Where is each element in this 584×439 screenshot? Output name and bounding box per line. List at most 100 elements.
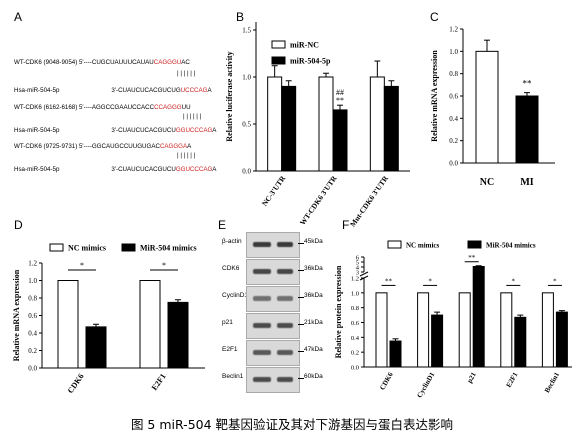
y-tick-label: 1.0: [351, 290, 359, 297]
y-tick-label: 0.6: [28, 312, 37, 320]
x-tick-label: E2F1: [150, 372, 168, 392]
y-tick-label: 1.0: [449, 48, 458, 56]
protein-band: [253, 377, 271, 382]
x-tick-label: MI: [520, 177, 533, 188]
significance-mark: *: [512, 277, 516, 285]
bar: [57, 280, 79, 369]
panel-b-label: B: [236, 10, 245, 24]
significance-mark: *: [80, 261, 84, 270]
panel-a-label: A: [14, 10, 23, 24]
y-tick-label: 0.2: [28, 347, 37, 355]
panel-e-label: E: [218, 218, 227, 232]
protein-band: [253, 350, 271, 355]
legend-swatch: [49, 243, 64, 252]
x-tick-label: NC: [480, 177, 494, 188]
legend-swatch: [387, 240, 402, 249]
x-tick-label: WT-CDK6 3'UTR: [298, 174, 339, 227]
x-tick-label: CDK6: [66, 372, 86, 395]
protein-band: [253, 296, 271, 301]
blot-strip: [246, 232, 300, 258]
bar: [555, 311, 568, 368]
seed-match: UCCCAG: [180, 87, 208, 94]
bar: [458, 292, 471, 368]
seq-text: ----CUGCUAUUUCAUAU: [83, 59, 154, 66]
western-blot-panel: β-actin 45kDa CDK6 36kDa CyclinD1 36kDa p21 21k…: [222, 232, 334, 397]
y-tick-label: 0.6: [449, 93, 458, 101]
protein-band: [277, 296, 293, 301]
seq-label: WT-CDK6 (9725-9731) 5': [14, 143, 84, 150]
protein-label: Beclin1: [222, 373, 244, 380]
blot-row: CyclinD1 36kDa: [222, 286, 334, 312]
y-tick-label: 1.5: [242, 27, 251, 35]
protein-band: [253, 323, 271, 328]
y-tick-label: 0.2: [449, 137, 458, 145]
significance-mark: *: [428, 277, 432, 285]
bar: [139, 280, 161, 369]
y-tick-label: 0.6: [351, 320, 360, 327]
seq-tail: A: [207, 87, 212, 94]
y-tick-label: 0.0: [28, 365, 37, 373]
significance-mark: **: [468, 254, 476, 262]
protein-band: [277, 242, 293, 247]
y-axis-label: Relative luciferase activity: [225, 51, 234, 141]
bar: [417, 292, 430, 368]
seed-match: GGUCCCAG: [175, 166, 213, 173]
protein-label: CyclinD1: [222, 292, 249, 299]
y-tick-label: 1.0: [242, 74, 251, 82]
y-tick-label: 0.5: [242, 121, 251, 129]
seq-text: ----GGCAUGCCUUGUGAC: [83, 143, 160, 150]
protein-band: [277, 377, 293, 382]
molecular-weight-label: 60kDa: [304, 373, 323, 380]
marker-tick: [298, 351, 304, 352]
y-tick-label: 0.8: [28, 295, 37, 303]
seq-label: WT-CDK6 (9048-9054) 5': [14, 59, 84, 66]
blot-strip: [246, 367, 300, 393]
marker-tick: [298, 297, 304, 298]
legend-label: miR-NC: [290, 41, 319, 50]
significance-mark: **: [523, 79, 533, 89]
y-tick-label: 3: [356, 270, 359, 277]
x-tick-label: CyclinD1: [415, 371, 436, 400]
legend-label: miR-504-5p: [290, 57, 331, 66]
blot-strip: [246, 259, 300, 285]
y-tick-label: 0.0: [242, 168, 251, 176]
pair-marks: | | | | | |: [177, 152, 196, 159]
significance-mark: **: [336, 96, 344, 105]
seq-label: Hsa-miR-504-5p: [14, 127, 60, 134]
y-axis-label: Relative mRNA expression: [12, 269, 21, 361]
y-tick-label: 0.4: [449, 115, 458, 123]
y-tick-label: 0.4: [28, 330, 37, 338]
panel-f-label: F: [342, 218, 350, 232]
marker-tick: [298, 270, 304, 271]
bar: [431, 314, 444, 368]
significance-mark: ##: [336, 88, 344, 97]
molecular-weight-label: 21kDa: [304, 319, 323, 326]
protein-band: [277, 269, 293, 274]
seq-text: ----AGGCCGAAUCCACC: [83, 104, 155, 111]
seq-row: Hsa-miR-504-5p 3'-CUAUCUCACGUCUGUCCCAGA: [14, 87, 212, 94]
bar: [85, 326, 107, 369]
y-tick-label: 4: [356, 265, 360, 272]
axis-break: [359, 271, 369, 277]
y-tick-label: 1.2: [449, 26, 458, 34]
y-tick-label: 1.0: [28, 277, 37, 285]
protein-band: [277, 350, 293, 355]
bar: [472, 266, 485, 368]
protein-label: E2F1: [222, 346, 238, 353]
protein-band: [277, 323, 293, 328]
y-tick-label: 0.0: [351, 365, 359, 372]
blot-row: Beclin1 60kDa: [222, 367, 334, 393]
seq-label: Hsa-miR-504-5p: [14, 166, 60, 173]
seq-row: WT-CDK6 (9048-9054) 5'----CUGCUAUUUCAUAU…: [14, 59, 190, 66]
seq-text: 3'-CUAUCUCACGUCU: [111, 166, 176, 173]
blot-row: p21 21kDa: [222, 313, 334, 339]
bar: [515, 95, 539, 164]
blot-row: CDK6 36kDa: [222, 259, 334, 285]
bar: [375, 292, 388, 368]
charts-canvas: 0.0 0.5 1.0 1.5 Relative luciferase activity…: [12, 22, 572, 400]
seq-label: Hsa-miR-504-5p: [14, 87, 60, 94]
blot-row: β-actin 45kDa: [222, 232, 334, 258]
legend-swatch: [121, 243, 136, 252]
molecular-weight-label: 45kDa: [304, 238, 323, 245]
panel-d-label: D: [14, 218, 23, 232]
